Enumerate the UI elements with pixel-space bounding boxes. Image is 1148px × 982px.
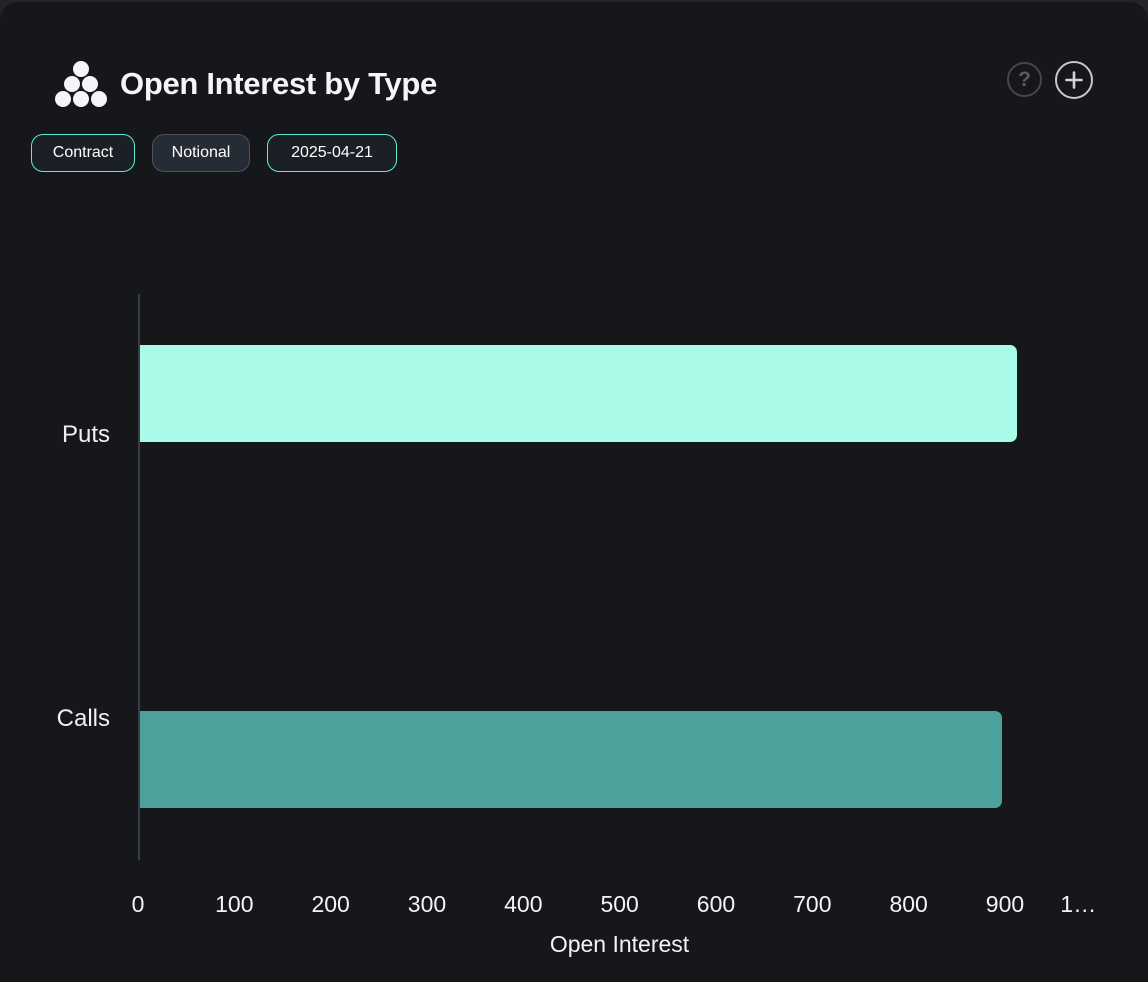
date-selector[interactable]: 2025-04-21 [267,134,397,172]
x-tick-label: 900 [985,891,1025,917]
x-tick-label: 300 [407,891,447,917]
bar-puts[interactable] [140,345,1017,442]
x-tick-label: 700 [793,891,832,917]
notional-toggle[interactable]: Notional [152,134,250,172]
x-tick-label: 600 [696,891,736,917]
x-tick-label: 1… [1060,891,1097,917]
cluster-icon [55,61,107,107]
x-tick-label: 800 [889,891,928,917]
page-title: Open Interest by Type [120,66,437,101]
contract-toggle[interactable]: Contract [31,134,135,172]
y-tick-label-calls: Calls [56,705,110,732]
x-tick-label: 500 [600,891,639,917]
x-tick-label: 400 [504,891,543,917]
add-button[interactable] [1055,61,1093,99]
y-tick-label-puts: Puts [61,421,110,448]
x-tick-label: 100 [215,891,254,917]
x-axis-title: Open Interest [549,931,690,957]
question-mark-icon: ? [1018,67,1031,91]
help-button[interactable]: ? [1007,62,1042,97]
x-tick-label: 200 [311,891,350,917]
y-axis-line [138,294,140,860]
bar-calls[interactable] [140,711,1002,808]
plus-icon [1065,71,1083,89]
x-tick-label: 0 [131,891,145,917]
